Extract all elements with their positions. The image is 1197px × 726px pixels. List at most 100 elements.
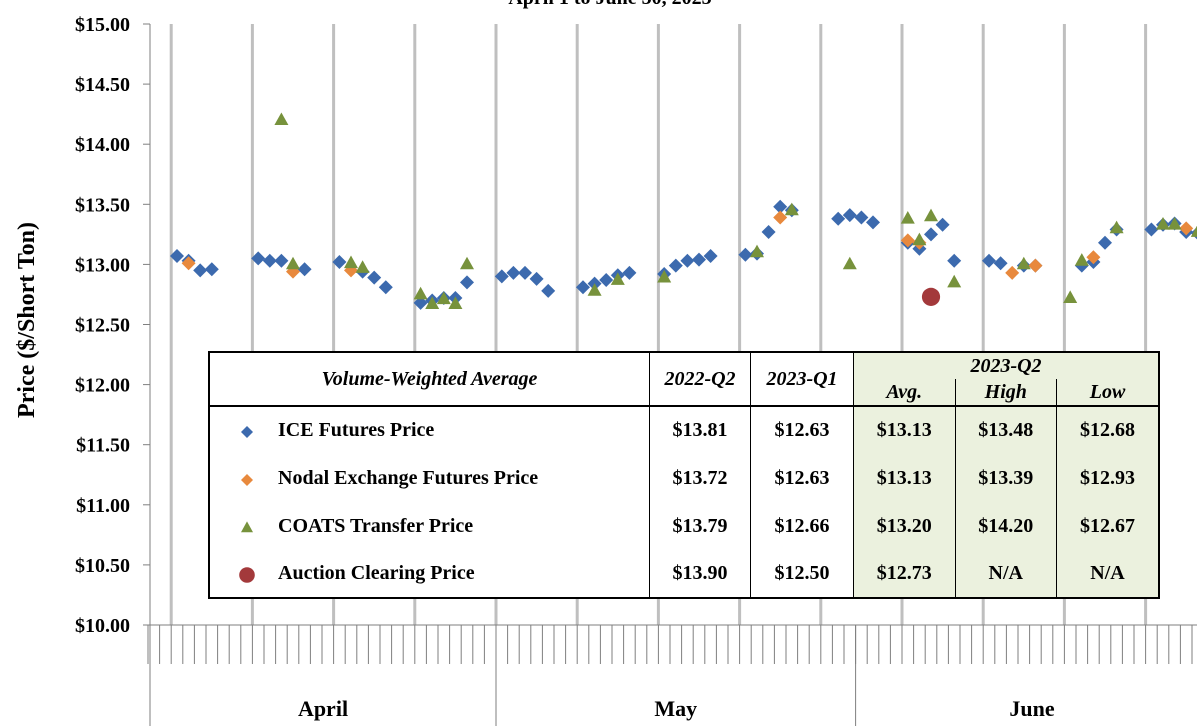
diamond-marker (181, 256, 196, 271)
diamond-marker (529, 271, 544, 286)
legend-icon (241, 426, 253, 439)
y-tick-label: $14.00 (75, 134, 130, 156)
diamond-marker (332, 254, 347, 269)
diamond-marker (518, 265, 532, 280)
diamond-marker (680, 253, 695, 268)
triangle-marker (1190, 225, 1197, 237)
diamond-marker (413, 295, 428, 310)
diamond-marker (947, 253, 962, 268)
y-tick-label: $13.50 (75, 194, 130, 216)
y-tick-label: $13.00 (75, 254, 130, 276)
legend-cell: Nodal Exchange Futures Price (208, 454, 650, 502)
diamond-marker (193, 263, 208, 278)
triangle-marker (344, 255, 358, 269)
legend-cell: ICE Futures Price (208, 406, 650, 454)
table-cell: $13.39 (954, 454, 1058, 502)
diamond-marker (982, 253, 996, 268)
diamond-marker (842, 208, 857, 223)
table-cell: $13.13 (853, 406, 956, 454)
column-header: High (954, 379, 1058, 407)
triangle-marker (1109, 220, 1124, 234)
table-cell: $13.13 (853, 454, 956, 502)
legend-icon (239, 567, 255, 584)
table-cell: N/A (954, 550, 1058, 598)
y-tick-label: $14.50 (75, 74, 130, 96)
circle-marker (239, 567, 255, 584)
triangle-marker (1156, 217, 1170, 230)
header-row: Volume-Weighted Average 2022-Q2 2023-Q1 … (208, 352, 1160, 407)
legend-label: Nodal Exchange Futures Price (278, 466, 539, 489)
diamond-marker (773, 210, 788, 225)
table-cell: $12.50 (750, 550, 854, 598)
triangle-marker (750, 244, 764, 258)
summary-table: Volume-Weighted Average 2022-Q2 2023-Q1 … (208, 351, 1160, 599)
triangle-marker (947, 274, 962, 288)
month-label: April (298, 696, 348, 721)
y-tick-label: $12.50 (75, 315, 130, 337)
y-tick-label: $12.00 (75, 375, 130, 397)
triangle-marker (1063, 290, 1078, 303)
table-cell: $14.20 (954, 502, 1058, 550)
legend-label: Auction Clearing Price (278, 562, 475, 584)
diamond-marker (993, 256, 1008, 271)
triangle-marker (274, 112, 289, 126)
diamond-marker (622, 265, 637, 280)
table-row: Nodal Exchange Futures Price $13.72 $12.63… (208, 454, 1160, 502)
diamond-marker (831, 211, 846, 226)
table-cell: $12.63 (750, 406, 854, 454)
diamond-marker (668, 258, 683, 273)
diamond-marker (297, 262, 312, 277)
triangle-marker (460, 256, 474, 270)
diamond-marker (460, 275, 474, 290)
triangle-marker (1016, 256, 1031, 270)
triangle-marker (436, 291, 451, 305)
column-header: 2022-Q2 (649, 352, 751, 407)
diamond-marker (262, 253, 277, 268)
month-label: June (1009, 696, 1054, 721)
diamond-marker (241, 426, 253, 439)
table-row: COATS Transfer Price $13.79 $12.66 $13.20 $1… (208, 502, 1160, 550)
diamond-marker (506, 265, 521, 280)
diamond-marker (761, 224, 776, 239)
diamond-marker (692, 252, 706, 267)
diamond-marker (599, 273, 614, 288)
diamond-marker (1144, 222, 1159, 237)
table-cell: $12.73 (853, 550, 956, 598)
circle-marker (921, 287, 941, 306)
legend-label: ICE Futures Price (278, 419, 435, 441)
triangle-marker (241, 521, 253, 533)
diamond-marker (576, 280, 590, 295)
legend-cell: Auction Clearing Price (208, 550, 650, 598)
diamond-marker (541, 283, 556, 298)
diamond-marker (1179, 221, 1194, 236)
diamond-marker (204, 262, 219, 277)
triangle-marker (912, 232, 927, 246)
diamond-marker (854, 210, 869, 225)
subheader-row: Avg. High Low (209, 379, 1160, 407)
diamond-marker (1005, 265, 1020, 280)
triangle-marker (355, 260, 370, 273)
diamond-marker (1098, 235, 1112, 250)
table-cell: $12.66 (750, 502, 854, 550)
diamond-marker (241, 473, 253, 486)
y-tick-label: $10.00 (75, 615, 130, 637)
diamond-marker (1086, 250, 1101, 265)
diamond-marker (738, 247, 753, 262)
triangle-marker (924, 208, 938, 222)
y-tick-label: $15.00 (75, 14, 130, 36)
table-cell: $13.79 (649, 502, 751, 550)
y-tick-label: $11.50 (76, 435, 130, 457)
group-header: 2023-Q2 (853, 352, 1160, 379)
chart-title: April 1 to June 30, 2023 (508, 0, 711, 9)
legend-label: COATS Transfer Price (278, 514, 474, 537)
diamond-marker (494, 269, 509, 284)
table-cell: $13.81 (649, 406, 751, 454)
y-tick-label: $10.50 (75, 555, 130, 577)
diamond-marker (378, 280, 393, 295)
y-tick-label: $11.00 (76, 495, 130, 517)
column-header: 2023-Q1 (750, 352, 854, 407)
table-cell: $12.93 (1056, 454, 1160, 502)
diamond-marker (170, 248, 184, 263)
triangle-marker (448, 296, 463, 309)
legend-icon (241, 473, 253, 486)
